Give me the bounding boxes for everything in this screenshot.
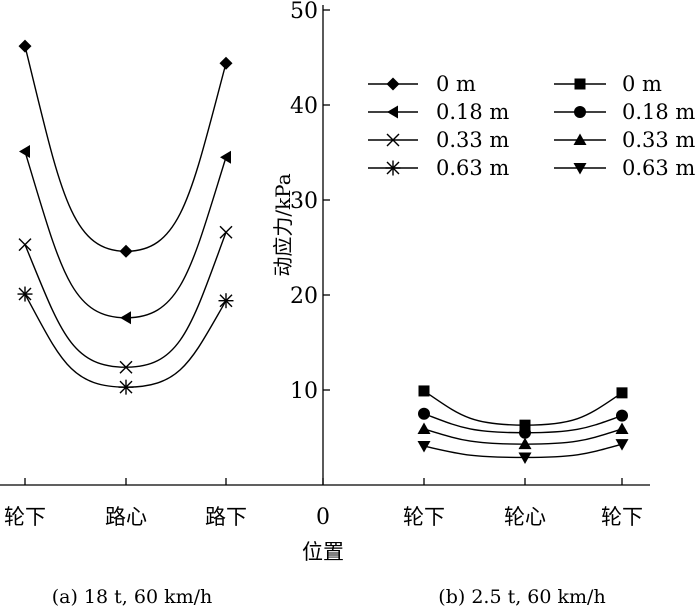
data-point	[615, 422, 629, 434]
data-point	[616, 409, 628, 422]
legend-label: 0.63 m	[622, 156, 695, 180]
series-line	[24, 293, 227, 388]
data-point	[18, 238, 32, 252]
series-line	[24, 151, 227, 319]
legend-item: 0 m	[554, 72, 662, 96]
marker-stroke	[119, 360, 133, 374]
legend-label: 0.18 m	[436, 100, 509, 124]
data-point	[417, 441, 431, 453]
data-point	[18, 39, 32, 53]
legend-item: 0.18 m	[554, 100, 695, 124]
legend-marker	[573, 133, 587, 145]
legend-label: 0 m	[622, 72, 662, 96]
data-point	[418, 407, 430, 420]
y-tick-label: 10	[290, 379, 318, 404]
legend-marker	[573, 163, 587, 175]
series-line	[24, 45, 227, 253]
data-point	[220, 150, 231, 164]
data-point	[518, 437, 532, 450]
data-point	[19, 145, 30, 159]
data-point	[616, 387, 628, 399]
x-category-label: 轮下	[403, 505, 445, 529]
data-point	[418, 385, 430, 397]
data-point	[417, 422, 431, 434]
legend: 0 m 0.18 m 0.33 m 0.63 m 0 m 0.18 m 0.33 m 0.63…	[368, 72, 695, 180]
legend-label: 0 m	[436, 72, 476, 96]
data-point	[17, 286, 33, 302]
data-point	[218, 293, 234, 309]
data-point	[219, 56, 233, 70]
x-category-label: 轮下	[4, 505, 46, 529]
legend-item: 0.33 m	[554, 128, 695, 152]
x-axis-title: 位置	[302, 540, 344, 564]
legend-label: 0.63 m	[436, 156, 509, 180]
x-category-label: 路心	[105, 505, 147, 529]
panel-caption: (b) 2.5 t, 60 km/h	[438, 586, 605, 608]
legend-marker	[386, 133, 400, 147]
data-point	[119, 360, 133, 374]
y-tick-label: 20	[290, 284, 318, 309]
panel-caption: (a) 18 t, 60 km/h	[52, 586, 213, 608]
data-point	[519, 426, 531, 439]
plot-layer	[0, 5, 650, 486]
data-point	[120, 311, 131, 325]
legend-label: 0.33 m	[622, 128, 695, 152]
panel-a	[17, 39, 234, 395]
y-axis-title: 动应力/kPa	[271, 173, 295, 276]
marker-stroke	[386, 133, 400, 147]
legend-item: 0 m	[368, 72, 476, 96]
legend-item: 0.63 m	[368, 156, 509, 180]
marker-stroke	[18, 238, 32, 252]
legend-marker	[385, 160, 401, 176]
data-point	[118, 379, 134, 395]
legend-marker	[387, 105, 398, 119]
y-tick-label: 30	[290, 189, 318, 214]
legend-marker	[386, 77, 400, 91]
x-origin-label: 0	[316, 505, 330, 530]
y-tick-label: 40	[290, 94, 318, 119]
legend-marker	[574, 78, 586, 90]
data-point	[615, 439, 629, 451]
data-point	[519, 419, 531, 431]
panel-b	[417, 385, 629, 464]
data-point	[119, 244, 133, 258]
legend-item: 0.18 m	[368, 100, 509, 124]
labels: 10 20 30 40 50 动应力/kPa 0 位置 轮下 路心 路下 (a) 18 t, 60 k…	[4, 0, 643, 608]
legend-label: 0.33 m	[436, 128, 509, 152]
x-category-label: 轮下	[601, 505, 643, 529]
x-category-label: 轮心	[504, 505, 546, 529]
data-point	[518, 452, 532, 464]
y-tick-label: 50	[290, 0, 318, 24]
legend-label: 0.18 m	[622, 100, 695, 124]
data-point	[219, 225, 233, 239]
legend-marker	[574, 106, 586, 118]
legend-item: 0.33 m	[368, 128, 509, 152]
marker-stroke	[219, 225, 233, 239]
x-category-label: 路下	[205, 505, 247, 529]
legend-item: 0.63 m	[554, 156, 695, 180]
